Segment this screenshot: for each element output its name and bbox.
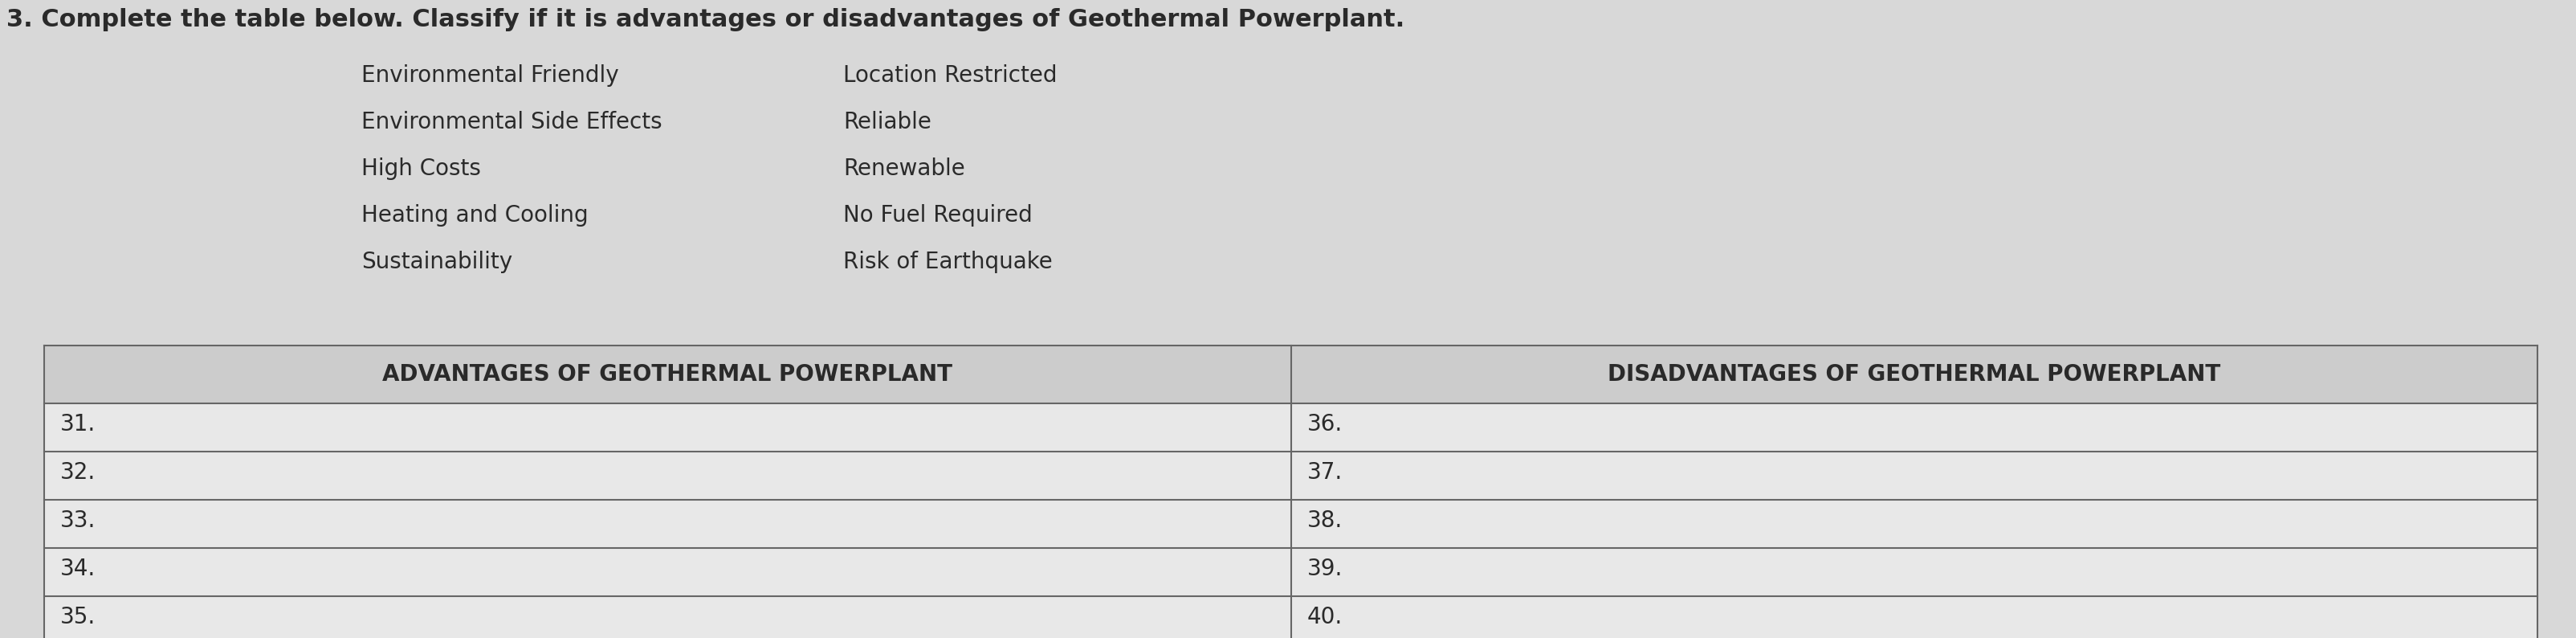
Text: High Costs: High Costs — [361, 158, 482, 180]
Text: ADVANTAGES OF GEOTHERMAL POWERPLANT: ADVANTAGES OF GEOTHERMAL POWERPLANT — [381, 363, 953, 386]
Text: 33.: 33. — [59, 509, 95, 532]
Text: 37.: 37. — [1306, 461, 1342, 484]
Text: DISADVANTAGES OF GEOTHERMAL POWERPLANT: DISADVANTAGES OF GEOTHERMAL POWERPLANT — [1607, 363, 2221, 386]
Text: Location Restricted: Location Restricted — [842, 64, 1056, 87]
Text: Reliable: Reliable — [842, 111, 933, 133]
Bar — [44, 597, 2537, 638]
Text: 36.: 36. — [1306, 413, 1342, 436]
Text: 34.: 34. — [59, 558, 95, 580]
Bar — [44, 452, 2537, 500]
Text: 3. Complete the table below. Classify if it is advantages or disadvantages of Ge: 3. Complete the table below. Classify if… — [5, 8, 1404, 31]
Text: 40.: 40. — [1306, 606, 1342, 628]
Text: 32.: 32. — [59, 461, 95, 484]
Bar — [44, 500, 2537, 548]
Text: 35.: 35. — [59, 606, 95, 628]
Text: Sustainability: Sustainability — [361, 251, 513, 273]
Text: Risk of Earthquake: Risk of Earthquake — [842, 251, 1054, 273]
Text: Renewable: Renewable — [842, 158, 966, 180]
Bar — [44, 403, 2537, 452]
Text: Environmental Friendly: Environmental Friendly — [361, 64, 618, 87]
Text: 39.: 39. — [1306, 558, 1342, 580]
Bar — [1291, 346, 2537, 403]
Text: 38.: 38. — [1306, 509, 1342, 532]
Text: Environmental Side Effects: Environmental Side Effects — [361, 111, 662, 133]
Bar — [44, 548, 2537, 597]
Text: 31.: 31. — [59, 413, 95, 436]
Text: Heating and Cooling: Heating and Cooling — [361, 204, 587, 226]
Bar — [44, 346, 1291, 403]
Text: No Fuel Required: No Fuel Required — [842, 204, 1033, 226]
